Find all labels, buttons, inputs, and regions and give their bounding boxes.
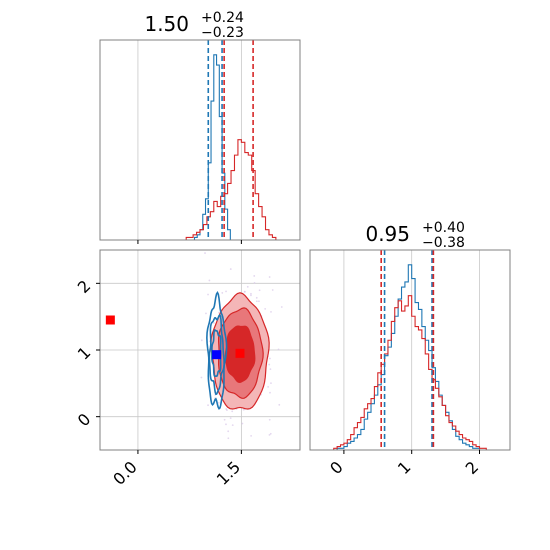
title-plus-param-0: +0.24: [201, 10, 244, 26]
sample-point: [255, 300, 258, 303]
sample-point: [207, 293, 209, 296]
sample-point: [255, 296, 258, 299]
sample-point: [217, 401, 220, 404]
sample-point: [268, 433, 271, 436]
sample-point: [225, 423, 227, 426]
tick-label-y-contour-2: 2: [74, 276, 95, 297]
sample-point: [244, 247, 246, 249]
sample-point: [280, 306, 283, 308]
sample-point: [200, 339, 203, 342]
sample-point: [250, 434, 253, 437]
sample-point: [213, 322, 215, 324]
sample-point: [208, 279, 211, 282]
sample-point: [246, 285, 249, 288]
sample-point: [277, 348, 280, 351]
sample-point: [269, 357, 271, 360]
title-median-param-1: 0.95: [365, 222, 410, 246]
frame-top-left: [99, 39, 301, 241]
tick-label-x-contour-1: 1.5: [213, 457, 244, 488]
sample-point: [226, 409, 228, 412]
sample-point: [268, 363, 271, 366]
quantile-lines-bottom-right: [380, 250, 435, 450]
tick-label-x-br-0: 0: [326, 457, 347, 478]
histogram-series-bottom-right: [310, 264, 510, 451]
sample-point: [207, 404, 209, 407]
histogram-series-top-left: [100, 54, 300, 241]
sample-point: [250, 292, 252, 295]
sample-point: [193, 473, 195, 475]
sample-point: [270, 310, 272, 313]
sample-point: [231, 424, 234, 427]
sample-point: [268, 276, 271, 278]
sample-point: [242, 408, 245, 411]
sample-point: [268, 418, 271, 421]
tick-label-x-br-1: 1: [394, 457, 415, 478]
contour-blue-level-2: [211, 329, 222, 378]
truth-markers: [105, 315, 245, 360]
frame-bottom-right: [309, 249, 511, 451]
contour-blue-level-0: [206, 290, 228, 410]
sample-point: [229, 417, 232, 420]
sample-point: [204, 252, 206, 254]
quantile-lines-top-left: [207, 40, 254, 240]
sample-point: [267, 385, 270, 388]
title-minus-param-0: −0.23: [201, 25, 244, 41]
sample-point: [241, 422, 244, 425]
sample-point: [229, 268, 232, 270]
sample-point: [227, 437, 230, 440]
truth-marker-2: [235, 348, 245, 358]
sample-point: [258, 289, 261, 292]
sample-point: [253, 275, 256, 277]
title-plus-param-1: +0.40: [422, 220, 465, 236]
sample-point: [269, 391, 271, 394]
sample-point: [269, 432, 272, 435]
sample-point: [258, 300, 260, 303]
ticks-top-left: [137, 240, 242, 244]
tick-label-y-contour-1: 1: [74, 343, 95, 364]
grid-x-top-left: [137, 40, 242, 240]
histogram-panel-param-0: 1.50 +0.24 −0.23: [99, 10, 301, 244]
sample-point: [253, 282, 256, 284]
histogram-panel-param-1: 0 1 2 0.95 +0.40 −0.38: [309, 220, 511, 478]
sample-point: [200, 376, 203, 379]
sample-point: [225, 290, 227, 293]
tick-label-x-br-2: 2: [462, 457, 483, 478]
sample-point: [223, 418, 226, 421]
histogram-blue-br: [310, 264, 510, 451]
sample-point: [227, 430, 230, 433]
sample-point: [269, 368, 272, 371]
sample-point: [231, 410, 234, 413]
sample-point: [243, 290, 246, 293]
sample-point: [305, 339, 307, 341]
sample-point: [264, 307, 267, 310]
sample-point: [270, 382, 272, 385]
sample-point: [278, 403, 281, 406]
histogram-red-br: [310, 295, 510, 451]
sample-point: [250, 294, 252, 297]
title-minus-param-1: −0.38: [422, 235, 465, 251]
tick-label-y-contour-0: 0: [74, 410, 95, 431]
contour-blue-level-1: [208, 313, 225, 395]
sample-point: [205, 312, 207, 315]
title-median-param-0: 1.50: [144, 12, 189, 36]
sample-point: [218, 311, 220, 314]
histogram-red-tl: [100, 139, 300, 241]
truth-marker-0: [105, 315, 115, 325]
sample-point: [271, 289, 274, 291]
ticks-bottom-right: 0 1 2: [326, 450, 482, 478]
truth-marker-1: [212, 350, 222, 360]
grid-x-bottom-right: [343, 250, 480, 450]
tick-label-x-contour-0: 0.0: [109, 457, 140, 488]
sample-point: [221, 292, 224, 294]
contour-panel: 0.0 1.5 0 1 2: [74, 247, 307, 489]
histogram-blue-tl: [100, 54, 300, 241]
